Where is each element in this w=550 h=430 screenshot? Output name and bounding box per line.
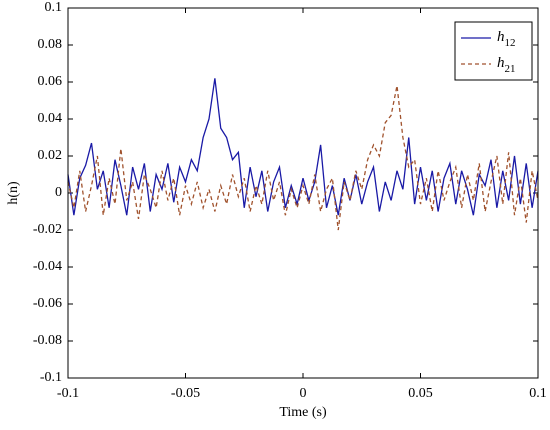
legend-label: h21 bbox=[497, 55, 516, 74]
x-tick-label: 0.1 bbox=[529, 386, 547, 401]
y-tick-label: -0.08 bbox=[33, 333, 62, 348]
plot-frame bbox=[67, 7, 539, 379]
y-tick-label: 0.08 bbox=[38, 37, 63, 52]
x-tick-label: 0 bbox=[300, 386, 307, 401]
y-tick-label: 0 bbox=[55, 185, 62, 200]
y-tick-label: -0.04 bbox=[33, 259, 62, 274]
x-axis-label: Time (s) bbox=[279, 405, 327, 420]
series-line bbox=[67, 85, 539, 231]
y-tick-label: -0.02 bbox=[33, 222, 62, 237]
y-tick-label: 0.1 bbox=[45, 0, 63, 15]
y-tick-label: 0.02 bbox=[38, 148, 63, 163]
y-tick-label: -0.1 bbox=[40, 370, 62, 385]
series-line bbox=[67, 78, 539, 216]
x-tick-label: -0.1 bbox=[57, 386, 79, 401]
y-axis-label: h(n) bbox=[6, 181, 21, 205]
legend-label: h12 bbox=[497, 29, 516, 48]
y-tick-label: 0.04 bbox=[38, 111, 63, 126]
legend-box bbox=[454, 21, 533, 81]
x-tick-label: 0.05 bbox=[408, 386, 433, 401]
y-tick-label: 0.06 bbox=[38, 74, 63, 89]
x-tick-label: -0.05 bbox=[171, 386, 200, 401]
y-tick-label: -0.06 bbox=[33, 296, 62, 311]
